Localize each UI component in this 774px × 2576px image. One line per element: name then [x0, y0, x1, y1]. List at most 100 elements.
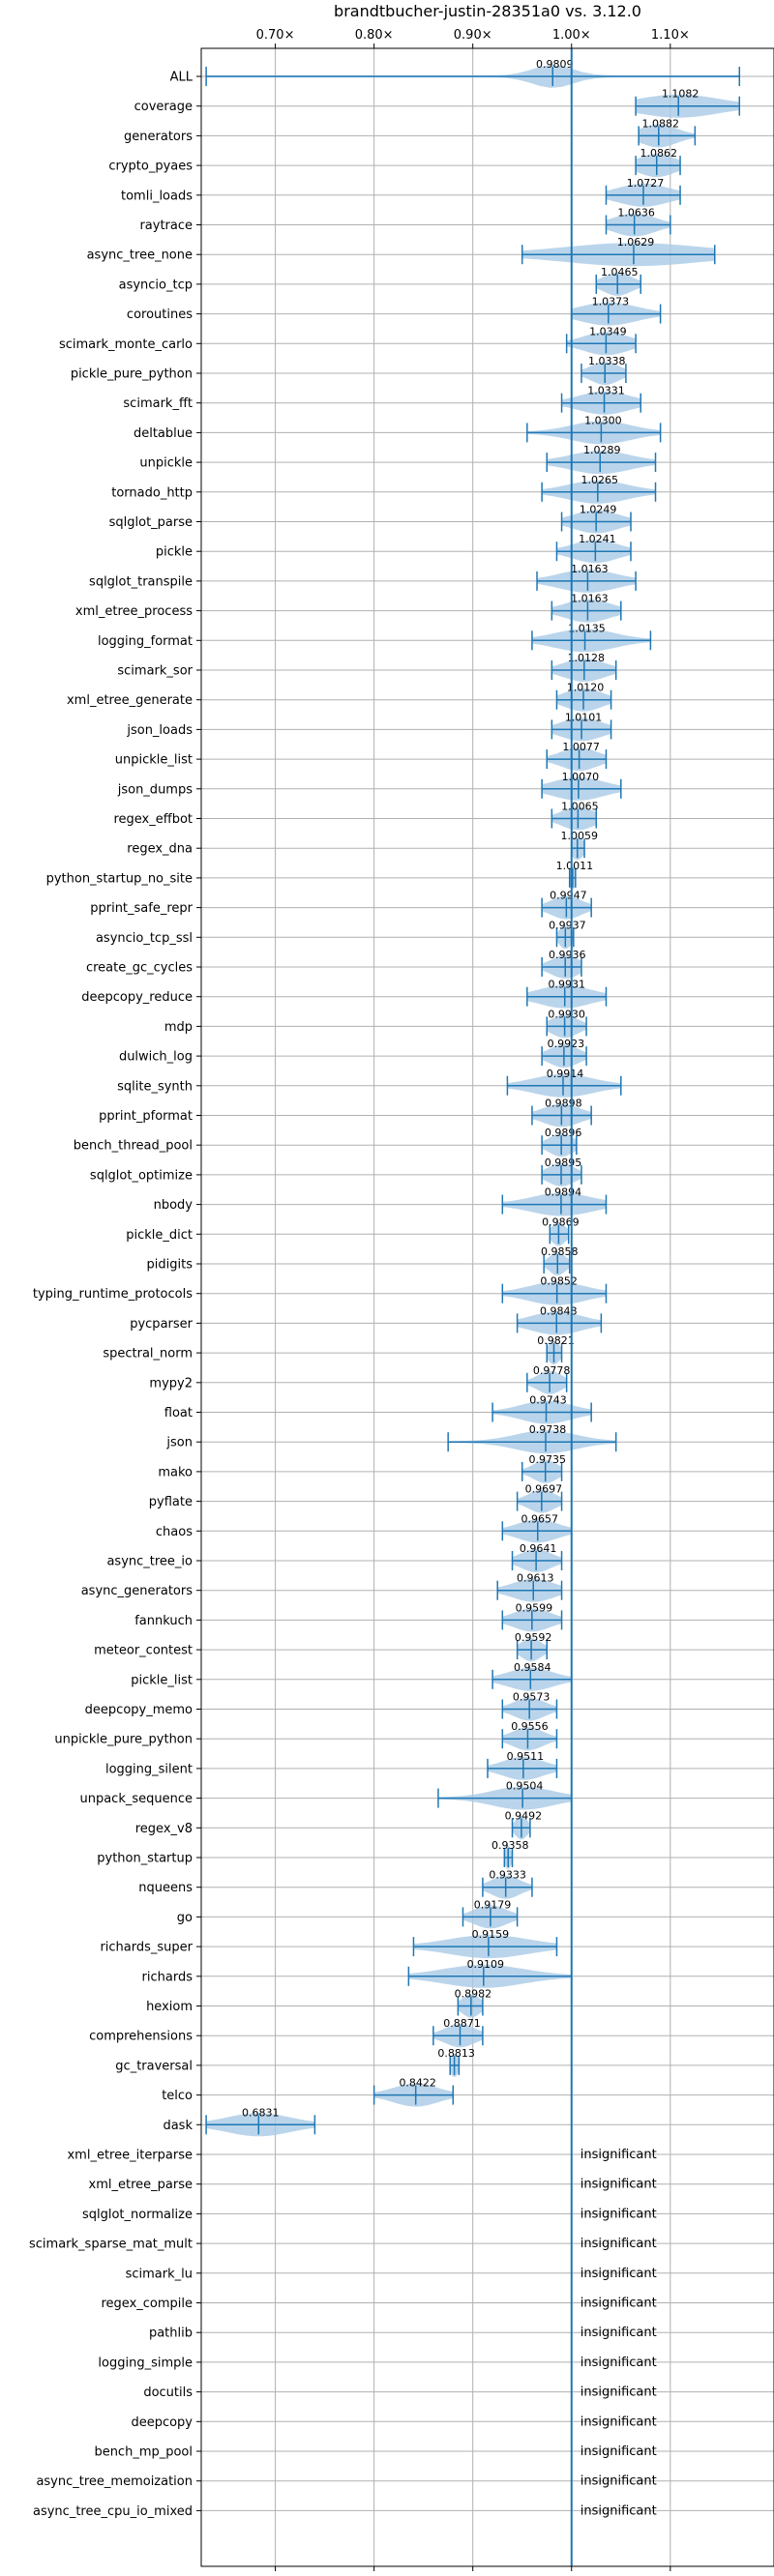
value-label: 1.0349	[589, 325, 627, 337]
benchmark-label: pickle_list	[131, 1673, 193, 1687]
x-tick-label-top: 1.00×	[552, 28, 591, 43]
value-label: 1.0011	[556, 860, 594, 872]
benchmark-label: deepcopy	[131, 2415, 193, 2430]
value-label: 0.9931	[548, 979, 585, 991]
value-label: 1.0338	[588, 355, 626, 367]
benchmark-label: unpickle	[139, 456, 193, 471]
benchmark-label: nqueens	[138, 1881, 193, 1895]
benchmark-label: typing_runtime_protocols	[33, 1287, 193, 1302]
value-label: 0.9895	[545, 1156, 582, 1169]
value-label: 1.0289	[583, 444, 621, 456]
benchmark-label: logging_simple	[98, 2356, 193, 2370]
benchmark-label: docutils	[143, 2386, 193, 2400]
benchmark-label: deepcopy_reduce	[81, 990, 193, 1005]
value-label: 0.9573	[513, 1691, 551, 1704]
insignificant-label: insignificant	[580, 2415, 657, 2429]
benchmark-label: mypy2	[149, 1376, 193, 1390]
insignificant-label: insignificant	[580, 2444, 657, 2459]
value-label: 0.9504	[506, 1780, 544, 1793]
benchmark-label: hexiom	[146, 2000, 193, 2014]
value-label: 0.9898	[545, 1098, 582, 1110]
benchmark-label: regex_dna	[127, 842, 193, 857]
value-label: 1.0163	[571, 593, 609, 605]
value-label: 1.0882	[642, 117, 680, 130]
value-label: 0.8422	[399, 2077, 436, 2090]
value-label: 0.9358	[491, 1839, 529, 1852]
value-label: 0.9159	[472, 1928, 510, 1941]
value-label: 1.0241	[579, 533, 616, 545]
benchmark-label: pickle	[156, 545, 193, 560]
benchmark-label: dulwich_log	[119, 1050, 193, 1065]
benchmark-label: logging_silent	[105, 1762, 193, 1776]
benchmark-label: deepcopy_memo	[85, 1703, 193, 1717]
value-label: 0.9848	[540, 1304, 578, 1317]
value-label: 0.9179	[474, 1898, 512, 1911]
benchmark-label: async_tree_io	[106, 1555, 193, 1569]
benchmark-label: scimark_monte_carlo	[59, 337, 193, 352]
value-label: 1.0629	[617, 236, 655, 249]
benchmark-label: tomli_loads	[121, 189, 193, 203]
value-label: 0.9936	[549, 949, 586, 961]
benchmark-label: sqlglot_parse	[109, 515, 193, 530]
benchmark-label: sqlglot_normalize	[82, 2208, 193, 2222]
benchmark-label: async_tree_cpu_io_mixed	[33, 2504, 193, 2519]
value-label: 1.0249	[580, 504, 617, 516]
value-label: 0.9869	[542, 1215, 580, 1228]
benchmark-label: coverage	[134, 100, 193, 114]
benchmark-label: fannkuch	[134, 1614, 193, 1628]
value-label: 0.9592	[515, 1631, 552, 1644]
benchmark-label: unpickle_pure_python	[54, 1733, 193, 1747]
benchmark-label: async_tree_memoization	[36, 2474, 193, 2489]
value-label: 1.0135	[568, 622, 606, 634]
benchmark-label: xml_etree_generate	[67, 693, 193, 708]
grid-layer	[201, 48, 774, 2566]
benchmark-label: sqlglot_transpile	[89, 574, 193, 589]
value-label: 0.9584	[514, 1661, 551, 1674]
benchmark-label: sqlglot_optimize	[90, 1168, 193, 1183]
value-label: 1.0163	[571, 563, 609, 575]
benchmark-label: create_gc_cycles	[86, 961, 193, 976]
value-label: 0.9697	[525, 1483, 563, 1496]
value-label: 1.0059	[561, 830, 599, 842]
benchmark-label: xml_etree_process	[75, 604, 193, 619]
value-label: 0.9947	[550, 890, 587, 902]
chart-title: brandtbucher-justin-28351a0 vs. 3.12.0	[334, 2, 641, 20]
insignificant-label: insignificant	[580, 2386, 657, 2400]
benchmark-label: python_startup_no_site	[46, 871, 193, 886]
value-label: 0.6831	[242, 2106, 280, 2119]
benchmark-label: crypto_pyaes	[108, 160, 193, 174]
benchmark-label: tornado_http	[111, 485, 193, 500]
insignificant-label: insignificant	[580, 2474, 657, 2489]
value-label: 0.9735	[528, 1453, 566, 1466]
benchmark-label: json	[165, 1436, 193, 1450]
insignificant-label: insignificant	[580, 2503, 657, 2518]
benchmark-label: pathlib	[149, 2327, 193, 2341]
benchmark-label: sqlite_synth	[117, 1079, 193, 1094]
insignificant-label: insignificant	[580, 2207, 657, 2221]
value-label: 0.9511	[507, 1750, 545, 1763]
value-label: 0.9613	[517, 1572, 554, 1585]
value-label: 0.9852	[540, 1275, 578, 1288]
benchmark-label: asyncio_tcp_ssl	[96, 931, 193, 946]
value-label: 1.0862	[640, 147, 677, 160]
benchmark-label: generators	[124, 130, 193, 144]
value-label: 1.0331	[587, 385, 625, 397]
value-label: 0.9896	[545, 1127, 582, 1139]
value-label: 1.0465	[601, 266, 639, 278]
value-label: 0.8813	[437, 2047, 475, 2060]
benchmark-label: richards	[142, 1970, 194, 1984]
x-tick-label-top: 1.10×	[651, 28, 690, 43]
benchmark-label: unpickle_list	[115, 753, 193, 768]
benchmark-label: async_tree_none	[87, 249, 193, 263]
benchmark-label: pyflate	[149, 1495, 193, 1509]
value-label: 0.9821	[537, 1334, 575, 1347]
benchmark-label: scimark_fft	[123, 396, 193, 411]
benchmark-label: regex_effbot	[113, 812, 193, 827]
value-label: 1.0070	[562, 771, 600, 783]
benchmark-label: scimark_sparse_mat_mult	[29, 2238, 193, 2252]
benchmark-label: telco	[162, 2089, 193, 2103]
benchmark-label: regex_v8	[135, 1822, 193, 1836]
value-label: 1.1082	[662, 88, 700, 101]
benchmark-label: ALL	[170, 71, 194, 85]
